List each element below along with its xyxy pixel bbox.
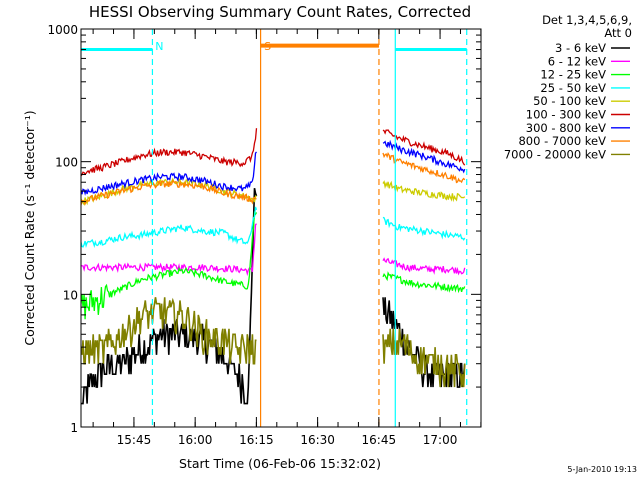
series-line-4-seg-1 (81, 206, 258, 248)
legend-label-3: 12 - 25 keV (540, 68, 606, 82)
x-tick-label-2: 16:00 (178, 433, 213, 447)
x-tick-label-6: 17:00 (423, 433, 458, 447)
x-tick-label-5: 16:45 (362, 433, 397, 447)
y-tick-label-100: 100 (55, 156, 78, 170)
series-line-9-seg-1 (81, 297, 257, 365)
legend-label-1: 3 - 6 keV (555, 41, 606, 55)
series-line-1-seg-1 (81, 188, 258, 405)
legend-label-7: 300 - 800 keV (526, 121, 606, 135)
series-layer (81, 128, 466, 405)
plot-frame (80, 28, 482, 428)
legend-header-line-2: Att 0 (604, 26, 632, 40)
chart-title: HESSI Observing Summary Count Rates, Cor… (89, 3, 471, 21)
y-tick-label-10: 10 (63, 288, 78, 302)
series-line-2-seg-1 (81, 223, 257, 277)
series-line-4-seg-2 (382, 216, 466, 241)
series-line-9-seg-2 (382, 328, 466, 388)
series-line-8-seg-1 (81, 179, 257, 206)
legend-label-2: 6 - 12 keV (548, 54, 606, 68)
axes-layer: 1 10 100 1000 15:45 16:00 16:15 16:30 16:45 17:00 (47, 23, 482, 447)
legend-header-line-1: Det 1,3,4,5,6,9, (542, 13, 632, 27)
series-line-6-seg-1 (81, 128, 258, 177)
x-tick-label-1: 15:45 (117, 433, 152, 447)
y-axis-label: Corrected Count Rate (s⁻¹ detector⁻¹) (22, 110, 37, 345)
y-tick-label-1: 1 (70, 421, 78, 435)
series-line-6-seg-2 (382, 129, 466, 166)
series-line-2-seg-2 (382, 257, 466, 276)
y-tick-label-1000: 1000 (47, 23, 78, 37)
legend-label-5: 50 - 100 keV (533, 94, 606, 108)
marker-label-N: N (155, 40, 163, 53)
series-line-3-seg-2 (382, 271, 466, 294)
series-line-3-seg-1 (81, 211, 258, 320)
x-tick-label-4: 16:30 (300, 433, 335, 447)
marker-layer: NS (81, 29, 468, 427)
series-line-7-seg-2 (382, 139, 466, 174)
legend-label-9: 7000 - 20000 keV (504, 147, 606, 161)
series-line-8-seg-2 (382, 152, 466, 184)
legend-label-8: 800 - 7000 keV (518, 134, 606, 148)
plot-timestamp: 5-Jan-2010 19:13 (567, 465, 637, 474)
series-line-5-seg-2 (382, 180, 466, 203)
x-axis-label: Start Time (06-Feb-06 15:32:02) (179, 456, 381, 471)
x-tick-label-3: 16:15 (239, 433, 274, 447)
legend-label-4: 25 - 50 keV (540, 81, 606, 95)
legend-label-6: 100 - 300 keV (526, 108, 606, 122)
series-line-1-seg-2 (382, 297, 466, 388)
